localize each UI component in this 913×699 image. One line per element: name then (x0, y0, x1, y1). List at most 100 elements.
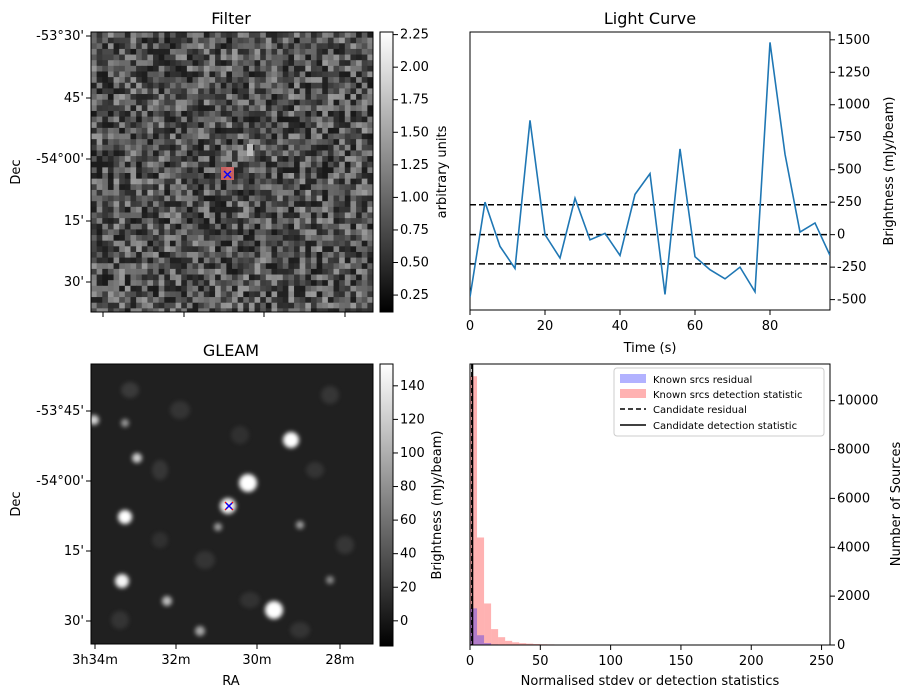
filter-pixel (102, 251, 109, 259)
filter-pixel (333, 280, 340, 287)
filter-pixel (215, 60, 222, 67)
filter-pixel (130, 122, 137, 129)
filter-pixel (277, 99, 284, 106)
filter-pixel (322, 280, 329, 287)
filter-pixel (91, 178, 98, 185)
filter-pixel (124, 235, 131, 242)
filter-pixel (271, 201, 278, 208)
gleam-colorbar-tick-label: 80 (400, 480, 417, 495)
filter-pixel (226, 161, 233, 168)
filter-pixel (299, 43, 306, 50)
filter-pixel (254, 246, 261, 253)
filter-pixel (350, 60, 357, 67)
filter-pixel (175, 105, 182, 112)
filter-pixel (243, 235, 250, 242)
filter-pixel (350, 156, 357, 163)
filter-pixel (209, 43, 216, 50)
filter-pixel (344, 167, 351, 174)
filter-pixel (361, 82, 368, 89)
filter-pixel (181, 88, 188, 95)
filter-pixel (209, 257, 216, 264)
filter-pixel (367, 110, 373, 118)
filter-pixel (237, 43, 244, 50)
filter-pixel (130, 88, 137, 95)
filter-pixel (299, 167, 306, 174)
filter-pixel (277, 235, 284, 242)
filter-pixel (361, 201, 368, 208)
filter-pixel (254, 184, 261, 191)
filter-pixel (107, 65, 115, 72)
filter-pixel (254, 229, 261, 236)
filter-pixel (203, 82, 210, 89)
filter-pixel (147, 150, 154, 157)
filter-pixel (209, 116, 216, 123)
filter-pixel (175, 223, 182, 230)
filter-pixel (333, 88, 340, 95)
filter-pixel (198, 291, 205, 298)
legend-label-detection: Known srcs detection statistic (653, 390, 802, 401)
filter-pixel (271, 291, 278, 298)
filter-pixel (192, 110, 199, 118)
filter-pixel (209, 235, 216, 242)
filter-pixel (158, 218, 165, 225)
filter-pixel (186, 167, 194, 174)
filter-pixel (271, 105, 278, 112)
filter-pixel (169, 280, 177, 287)
filter-pixel (277, 218, 284, 225)
filter-pixel (107, 60, 115, 67)
filter-pixel (248, 48, 256, 56)
filter-pixel (361, 297, 368, 304)
filter-pixel (288, 201, 295, 208)
filter-pixel (141, 60, 148, 67)
filter-pixel (254, 257, 261, 264)
filter-pixel (124, 280, 131, 287)
filter-pixel (260, 150, 267, 157)
filter-pixel (164, 235, 171, 242)
filter-pixel (282, 297, 289, 304)
filter-pixel (282, 60, 289, 67)
filter-pixel (361, 105, 368, 112)
filter-pixel (271, 274, 278, 281)
filter-pixel (186, 144, 194, 151)
filter-pixel (220, 240, 227, 247)
filter-pixel (136, 302, 143, 309)
filter-pixel (96, 184, 103, 191)
filter-pixel (153, 246, 160, 253)
filter-pixel (333, 77, 340, 84)
filter-pixel (198, 54, 205, 61)
filter-pixel (248, 173, 256, 180)
filter-pixel (316, 184, 323, 191)
filter-pixel (254, 37, 261, 44)
filter-pixel (102, 235, 109, 242)
filter-pixel (316, 201, 323, 208)
filter-pixel (175, 229, 182, 236)
filter-pixel (169, 229, 177, 236)
filter-pixel (350, 37, 357, 44)
filter-pixel (361, 54, 368, 61)
filter-pixel (113, 297, 120, 304)
filter-pixel (147, 99, 154, 106)
filter-pixel (361, 43, 368, 50)
filter-pixel (124, 65, 131, 72)
filter-pixel (203, 280, 210, 287)
filter-pixel (220, 77, 227, 84)
filter-pixel (119, 268, 126, 276)
filter-pixel (277, 88, 284, 95)
filter-pixel (254, 308, 261, 312)
filter-pixel (265, 60, 272, 67)
filter-pixel (277, 82, 284, 89)
filter-pixel (310, 110, 318, 118)
lightcurve-series-line (470, 42, 830, 298)
filter-pixel (107, 257, 115, 264)
filter-pixel (322, 308, 329, 312)
filter-pixel (209, 263, 216, 270)
filter-pixel (124, 150, 131, 157)
filter-pixel (96, 240, 103, 247)
filter-pixel (96, 173, 103, 180)
filter-pixel (181, 139, 188, 146)
filter-pixel (232, 246, 239, 253)
filter-pixel (153, 60, 160, 67)
filter-pixel (119, 218, 126, 225)
filter-pixel (96, 246, 103, 253)
filter-pixel (175, 280, 182, 287)
